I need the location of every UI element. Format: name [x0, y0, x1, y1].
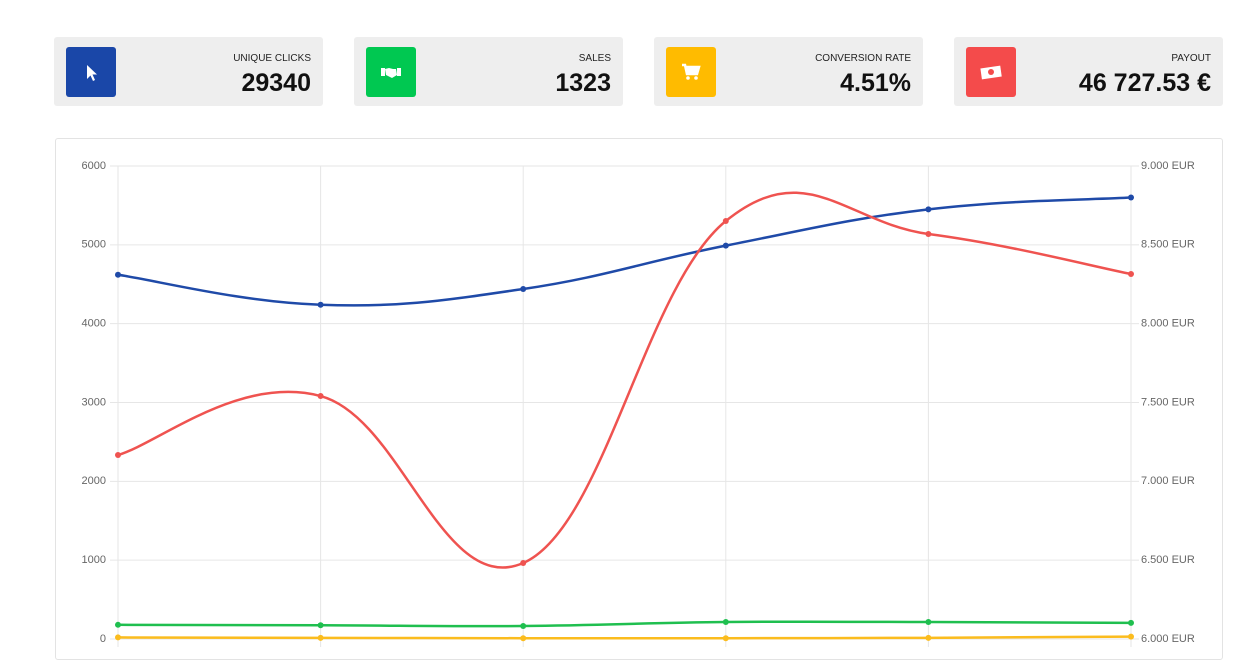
- y-tick-label: 5000: [82, 239, 106, 251]
- point: [115, 634, 121, 641]
- card-label: PAYOUT: [1171, 53, 1211, 64]
- line: [117, 196, 1132, 307]
- point: [1128, 194, 1134, 201]
- card-value: 1323: [555, 69, 611, 97]
- point: [925, 230, 932, 237]
- icon: [966, 47, 1016, 97]
- point: [520, 285, 527, 292]
- y-tick-label: 0: [100, 633, 106, 645]
- stat-card: CONVERSION RATE 4.51%: [654, 37, 923, 106]
- line: [117, 620, 1132, 628]
- icon: [66, 47, 116, 97]
- point: [925, 634, 932, 641]
- line: [117, 635, 1132, 640]
- card-label: CONVERSION RATE: [815, 53, 911, 64]
- point: [925, 619, 932, 626]
- point: [317, 622, 324, 629]
- point: [520, 622, 527, 629]
- chart: 0 1000 2000 3000 4000 5000 6000 6.000 EUR 6.500 …: [82, 160, 1195, 647]
- stat-card: SALES 1323: [354, 37, 623, 106]
- y-tick-label: 2000: [82, 475, 106, 487]
- point: [722, 218, 729, 225]
- y2-tick-label: 6.500 EUR: [1141, 554, 1195, 566]
- stat-card: PAYOUT 46 727.53 €: [954, 37, 1223, 106]
- point: [722, 619, 729, 626]
- line: [117, 191, 1132, 569]
- point: [115, 271, 121, 278]
- card-value: 46 727.53 €: [1078, 69, 1211, 97]
- point: [520, 635, 527, 642]
- y2-tick-label: 7.000 EUR: [1141, 475, 1195, 487]
- page: UNIQUE CLICKS 29340 SALES 1323 CONVERSIO…: [54, 37, 1223, 660]
- point: [722, 242, 729, 249]
- point: [722, 635, 729, 642]
- card-label: UNIQUE CLICKS: [233, 53, 311, 64]
- chart-card: 0 1000 2000 3000 4000 5000 6000 6.000 EUR 6.500 …: [55, 138, 1223, 660]
- y2-tick-label: 8.000 EUR: [1141, 318, 1195, 330]
- point: [520, 560, 527, 567]
- point: [1128, 633, 1134, 640]
- y2-tick-label: 7.500 EUR: [1141, 396, 1195, 408]
- point: [317, 634, 324, 641]
- y-tick-label: 4000: [82, 318, 106, 330]
- y-tick-label: 3000: [82, 396, 106, 408]
- icon: [366, 47, 416, 97]
- card-label: SALES: [578, 53, 611, 64]
- point: [1128, 619, 1134, 626]
- point: [317, 393, 324, 400]
- card-value: 4.51%: [840, 69, 911, 97]
- y-tick-label: 6000: [82, 160, 106, 172]
- y2-tick-label: 8.500 EUR: [1141, 239, 1195, 251]
- point: [925, 206, 932, 213]
- y-tick-label: 1000: [82, 554, 106, 566]
- card-value: 29340: [241, 69, 311, 97]
- icon: [666, 47, 716, 97]
- point: [317, 301, 324, 308]
- y2-tick-label: 9.000 EUR: [1141, 160, 1195, 172]
- point: [115, 452, 121, 459]
- stat-card: UNIQUE CLICKS 29340: [54, 37, 323, 106]
- y2-tick-label: 6.000 EUR: [1141, 633, 1195, 645]
- point: [1128, 271, 1134, 278]
- point: [115, 621, 121, 628]
